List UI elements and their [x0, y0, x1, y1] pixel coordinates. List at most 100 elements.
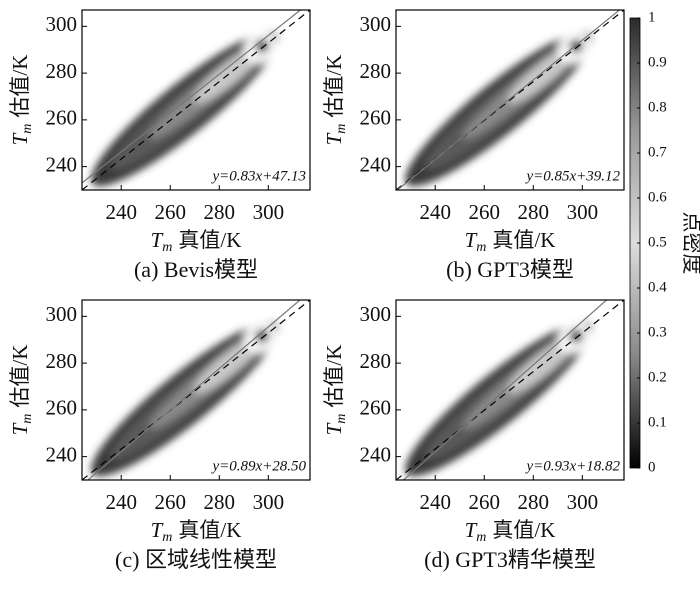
- x-tick-label: 300: [567, 490, 599, 514]
- plot-area: [396, 10, 624, 190]
- x-tick-label: 260: [155, 200, 187, 224]
- subscript: m: [162, 240, 172, 255]
- fit-label: y=0.93x+18.82: [524, 458, 620, 474]
- unit: 估值/K: [8, 345, 32, 408]
- symbol: T: [8, 132, 32, 145]
- subscript: m: [20, 414, 35, 424]
- y-tick-label: 280: [360, 59, 392, 83]
- axis-label: Tm 估值/K: [8, 55, 35, 146]
- subscript: m: [476, 240, 486, 255]
- symbol: T: [465, 518, 478, 542]
- y-tick-label: 240: [46, 152, 78, 176]
- y-tick-label: 240: [46, 442, 78, 466]
- colorbar-tick-label: 0.1: [648, 414, 667, 430]
- colorbar-tick-label: 0.4: [648, 279, 667, 295]
- fit-label: y=0.83x+47.13: [210, 168, 306, 184]
- y-tick-label: 240: [360, 442, 392, 466]
- symbol: T: [151, 518, 164, 542]
- x-tick-label: 240: [105, 200, 137, 224]
- reference-line: [82, 10, 310, 190]
- colorbar-tick-label: 0.5: [648, 234, 667, 250]
- colorbar-tick-label: 0.8: [648, 99, 667, 115]
- fit-line: [402, 300, 608, 480]
- symbol: T: [151, 228, 164, 252]
- x-tick-label: 240: [419, 490, 451, 514]
- plot-area: [396, 300, 624, 480]
- x-tick-label: 300: [567, 200, 599, 224]
- x-tick-label: 280: [204, 200, 236, 224]
- unit: 真值/K: [492, 228, 555, 252]
- caption: (b) GPT3模型: [446, 257, 574, 282]
- subscript: m: [162, 530, 172, 545]
- unit: 估值/K: [8, 55, 32, 118]
- caption: (a) Bevis模型: [134, 257, 258, 282]
- density-cloud: [255, 329, 269, 343]
- fit-line: [82, 10, 302, 184]
- x-tick-label: 260: [469, 490, 501, 514]
- unit: 真值/K: [492, 518, 555, 542]
- axis-label: Tm 真值/K: [465, 228, 556, 255]
- axis-label: Tm 估值/K: [322, 55, 349, 146]
- x-tick-label: 280: [518, 490, 550, 514]
- unit: 真值/K: [178, 518, 241, 542]
- reference-line: [82, 300, 310, 480]
- colorbar-label: 点密度: [680, 212, 700, 275]
- reference-line: [396, 300, 624, 480]
- colorbar-tick-label: 0.7: [648, 144, 667, 160]
- subscript: m: [476, 530, 486, 545]
- y-tick-label: 300: [46, 302, 78, 326]
- subscript: m: [20, 124, 35, 134]
- plot-frame: [395, 9, 625, 191]
- y-tick-label: 280: [46, 349, 78, 373]
- unit: 估值/K: [322, 345, 346, 408]
- caption: (c) 区域线性模型: [115, 547, 277, 572]
- plot-area: [82, 10, 310, 190]
- y-tick-label: 280: [360, 349, 392, 373]
- y-tick-label: 280: [46, 59, 78, 83]
- unit: 真值/K: [178, 228, 241, 252]
- plot-area: [82, 300, 310, 480]
- axis-label: Tm 估值/K: [322, 345, 349, 436]
- x-tick-label: 240: [105, 490, 137, 514]
- x-tick-label: 280: [518, 200, 550, 224]
- x-tick-label: 280: [204, 490, 236, 514]
- y-tick-label: 300: [360, 302, 392, 326]
- y-tick-label: 240: [360, 152, 392, 176]
- plot-frame: [81, 299, 311, 481]
- subscript: m: [334, 414, 349, 424]
- symbol: T: [322, 422, 346, 435]
- caption: (d) GPT3精华模型: [424, 547, 596, 572]
- x-tick-label: 300: [253, 200, 285, 224]
- fit-line: [396, 10, 621, 190]
- symbol: T: [465, 228, 478, 252]
- fit-line: [86, 300, 301, 480]
- colorbar-tick-label: 1: [648, 9, 656, 25]
- subscript: m: [334, 124, 349, 134]
- colorbar-tick-label: 0: [648, 459, 656, 475]
- colorbar-tick-label: 0.3: [648, 324, 667, 340]
- x-tick-label: 300: [253, 490, 285, 514]
- colorbar-tick-label: 0.6: [648, 189, 667, 205]
- unit: 估值/K: [322, 55, 346, 118]
- plot-frame: [81, 9, 311, 191]
- symbol: T: [8, 422, 32, 435]
- y-tick-label: 300: [360, 12, 392, 36]
- axis-label: Tm 真值/K: [151, 228, 242, 255]
- colorbar-tick-label: 0.9: [648, 54, 667, 70]
- x-tick-label: 240: [419, 200, 451, 224]
- axis-label: Tm 真值/K: [151, 518, 242, 545]
- axis-label: Tm 真值/K: [465, 518, 556, 545]
- y-tick-label: 260: [360, 106, 392, 130]
- x-tick-label: 260: [155, 490, 187, 514]
- y-tick-label: 260: [360, 396, 392, 420]
- y-tick-label: 260: [46, 106, 78, 130]
- y-tick-label: 300: [46, 12, 78, 36]
- x-tick-label: 260: [469, 200, 501, 224]
- fit-label: y=0.89x+28.50: [210, 458, 306, 474]
- symbol: T: [322, 132, 346, 145]
